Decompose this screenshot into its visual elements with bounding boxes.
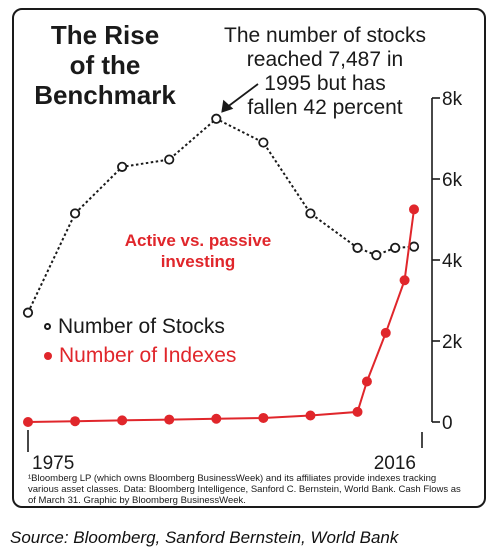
y-tick-label: 6k bbox=[442, 170, 463, 191]
indexes-data-point bbox=[164, 414, 175, 425]
legend-item-stocks: Number of Stocks bbox=[44, 312, 236, 341]
legend-label-stocks: Number of Stocks bbox=[58, 315, 225, 338]
annotation-line: fallen 42 percent bbox=[247, 96, 403, 119]
legend-label-indexes: Number of Indexes bbox=[59, 344, 237, 367]
chart-title-line: Benchmark bbox=[34, 80, 176, 110]
chart-title-line: of the bbox=[69, 50, 141, 80]
filled-circle-icon bbox=[44, 351, 52, 360]
chart-subtitle: Active vs. passive investing bbox=[98, 230, 298, 272]
stocks-series-line bbox=[27, 117, 415, 314]
x-end-label: 2016 bbox=[374, 453, 416, 474]
indexes-data-point bbox=[70, 416, 81, 427]
stocks-data-point bbox=[390, 242, 401, 253]
indexes-data-point bbox=[117, 415, 128, 426]
y-tick-label: 4k bbox=[442, 251, 463, 272]
stocks-data-point bbox=[408, 241, 420, 252]
y-tick-label: 0 bbox=[442, 413, 453, 434]
stocks-data-point bbox=[258, 137, 269, 148]
y-tick-label: 2k bbox=[442, 332, 463, 353]
stocks-data-point bbox=[22, 307, 34, 318]
annotation-line: reached 7,487 in bbox=[246, 48, 404, 71]
subtitle-line: investing bbox=[160, 252, 236, 271]
chart-footnote: ¹Bloomberg LP (which owns Bloomberg Busi… bbox=[28, 473, 461, 506]
stocks-data-point bbox=[69, 208, 81, 219]
chart-title-line: The Rise bbox=[50, 20, 160, 50]
x-start-label: 1975 bbox=[32, 453, 74, 474]
annotation-arrow-head bbox=[221, 99, 234, 113]
chart-annotation: The number of stocks reached 7,487 in 19… bbox=[210, 24, 440, 120]
stocks-data-point bbox=[164, 154, 175, 165]
indexes-series-line bbox=[27, 209, 415, 423]
stocks-data-point bbox=[117, 161, 128, 172]
stocks-data-point bbox=[305, 208, 316, 219]
indexes-data-point bbox=[211, 413, 222, 424]
indexes-data-point bbox=[258, 412, 269, 423]
source-caption: Source: Bloomberg, Sanford Bernstein, Wo… bbox=[10, 528, 399, 547]
indexes-data-point bbox=[409, 204, 419, 215]
annotation-arrow-shaft bbox=[225, 83, 259, 109]
annotation-line: The number of stocks bbox=[224, 24, 426, 47]
legend-item-indexes: Number of Indexes bbox=[44, 341, 236, 370]
indexes-data-point bbox=[399, 275, 410, 286]
chart-title: The Rise of the Benchmark bbox=[20, 20, 190, 110]
indexes-data-point bbox=[361, 376, 372, 387]
stocks-data-point bbox=[211, 113, 222, 124]
indexes-data-point bbox=[380, 327, 391, 338]
indexes-data-point bbox=[352, 406, 363, 417]
stocks-data-point bbox=[371, 250, 382, 261]
hollow-circle-icon bbox=[44, 323, 51, 330]
stocks-data-point bbox=[352, 242, 363, 253]
chart-legend: Number of Stocks Number of Indexes bbox=[44, 312, 236, 370]
indexes-data-point bbox=[23, 417, 33, 427]
annotation-line: 1995 but has bbox=[264, 72, 386, 95]
y-tick-label: 8k bbox=[442, 89, 463, 110]
subtitle-line: Active vs. passive bbox=[124, 231, 272, 250]
indexes-data-point bbox=[305, 410, 316, 421]
